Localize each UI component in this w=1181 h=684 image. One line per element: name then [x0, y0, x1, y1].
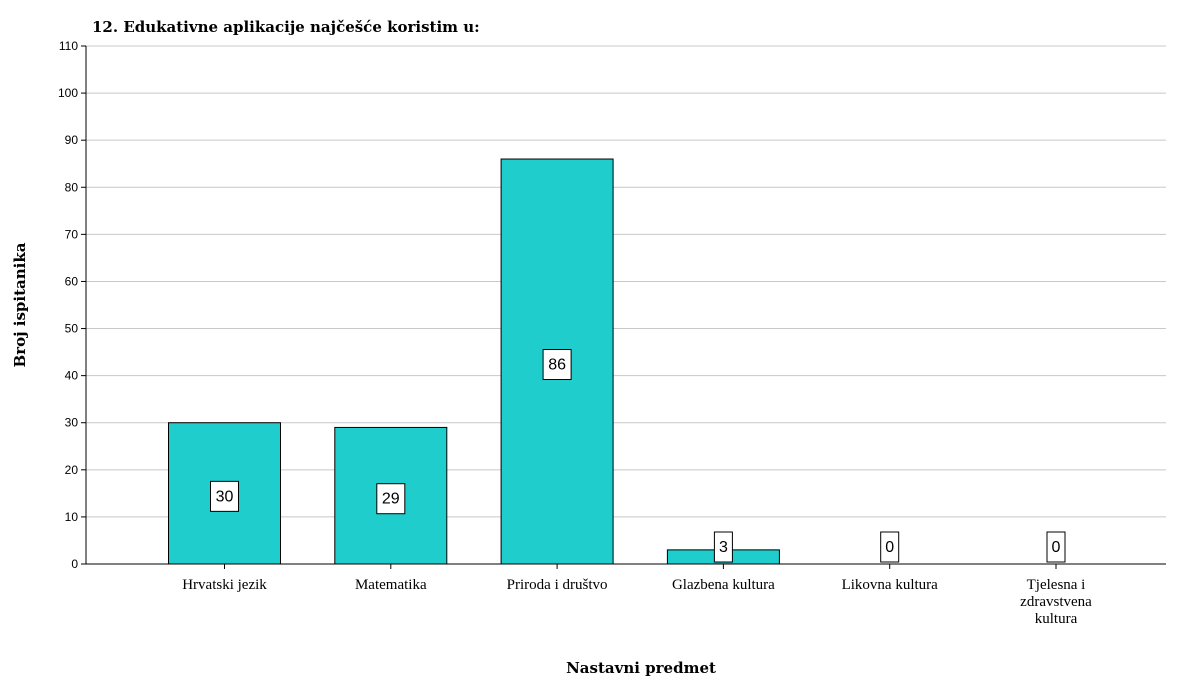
y-tick-label: 10: [65, 510, 79, 524]
y-tick-label: 80: [65, 180, 79, 194]
svg-text:86: 86: [548, 357, 566, 374]
x-tick-label: Glazbena kultura: [672, 577, 775, 593]
x-axis-ticks: Hrvatski jezik Matematika Priroda i društv…: [182, 564, 1092, 627]
y-tick-label: 60: [65, 274, 79, 288]
data-label: 86: [542, 349, 572, 381]
y-tick-label: 110: [59, 39, 78, 53]
data-label: 30: [210, 480, 239, 512]
y-axis-title: Broj ispitanika: [11, 242, 29, 367]
y-tick-label: 30: [65, 416, 79, 430]
data-label: 0: [1046, 531, 1066, 563]
svg-text:0: 0: [1052, 539, 1061, 556]
x-axis-title: Nastavni predmet: [566, 659, 716, 677]
data-label: 29: [376, 483, 406, 515]
chart-title: 12. Edukativne aplikacije najčešće koris…: [92, 18, 480, 36]
data-label: 0: [880, 531, 900, 563]
x-tick-label: Tjelesna i zdravstvena kultura: [1020, 577, 1092, 627]
svg-text:0: 0: [885, 539, 894, 556]
y-tick-label: 70: [65, 227, 79, 241]
x-tick-label: Matematika: [355, 577, 427, 593]
y-tick-label: 50: [65, 322, 79, 336]
svg-text:3: 3: [719, 539, 728, 556]
x-tick-label: Likovna kultura: [842, 577, 939, 593]
y-tick-label: 100: [58, 86, 78, 100]
y-tick-label: 90: [65, 133, 79, 147]
y-axis-ticks: 0 10 20 30 40 50 60 70 80 90 100 110: [58, 39, 86, 571]
data-label: 3: [713, 531, 733, 563]
x-tick-label: Priroda i društvo: [507, 577, 608, 593]
svg-text:29: 29: [382, 491, 400, 508]
y-tick-label: 20: [65, 463, 79, 477]
y-tick-label: 40: [65, 369, 79, 383]
svg-text:30: 30: [216, 488, 234, 505]
y-tick-label: 0: [71, 557, 78, 571]
x-tick-label: Hrvatski jezik: [182, 577, 267, 593]
bars: [168, 158, 1112, 565]
